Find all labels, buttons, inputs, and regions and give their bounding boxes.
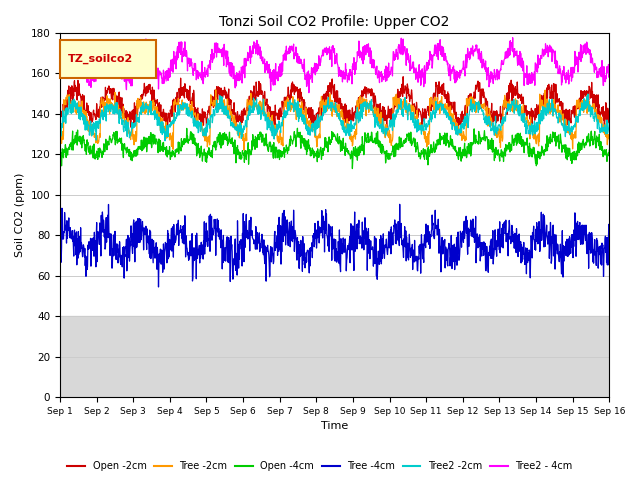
Tree -2cm [240, 147, 248, 153]
Tree2 -2cm [584, 91, 592, 97]
Open -2cm [541, 102, 548, 108]
Tree2 -2cm [56, 121, 64, 127]
Title: Tonzi Soil CO2 Profile: Upper CO2: Tonzi Soil CO2 Profile: Upper CO2 [220, 15, 450, 29]
Open -2cm [165, 114, 173, 120]
Tree -2cm [492, 125, 500, 131]
Line: Open -2cm: Open -2cm [60, 77, 609, 131]
Open -4cm [541, 146, 548, 152]
Tree -2cm [179, 97, 186, 103]
Tree2 -2cm [492, 125, 500, 131]
Tree -2cm [541, 100, 548, 106]
Open -2cm [399, 74, 407, 80]
Tree -4cm [56, 240, 64, 246]
Text: TZ_soilco2: TZ_soilco2 [68, 54, 134, 64]
Tree2 - 4cm [165, 72, 173, 78]
Open -4cm [349, 166, 356, 171]
Open -2cm [56, 104, 64, 109]
FancyBboxPatch shape [60, 40, 156, 78]
Bar [60, 316, 609, 397]
Open -4cm [294, 125, 301, 131]
Line: Tree -2cm: Tree -2cm [60, 90, 609, 150]
Line: Tree2 - 4cm: Tree2 - 4cm [60, 37, 609, 93]
Tree -4cm [541, 225, 548, 230]
Legend: Open -2cm, Tree -2cm, Open -4cm, Tree -4cm, Tree2 -2cm, Tree2 - 4cm: Open -2cm, Tree -2cm, Open -4cm, Tree -4… [63, 457, 577, 475]
Tree2 -2cm [165, 121, 173, 127]
Tree -2cm [241, 136, 248, 142]
Tree -2cm [605, 137, 613, 143]
Open -4cm [492, 151, 500, 157]
Tree2 - 4cm [492, 74, 500, 80]
Y-axis label: Soil CO2 (ppm): Soil CO2 (ppm) [15, 173, 25, 257]
Line: Tree -4cm: Tree -4cm [60, 204, 609, 287]
Tree2 - 4cm [179, 59, 186, 65]
Line: Open -4cm: Open -4cm [60, 128, 609, 168]
Open -4cm [240, 153, 248, 158]
Tree2 -2cm [541, 105, 548, 110]
Open -2cm [420, 117, 428, 122]
Tree2 -2cm [605, 120, 613, 125]
Tree -4cm [420, 232, 428, 238]
Open -2cm [179, 84, 186, 90]
Tree -2cm [212, 87, 220, 93]
Tree2 -2cm [420, 116, 428, 121]
Tree2 - 4cm [240, 71, 248, 76]
Tree -4cm [155, 284, 163, 290]
Open -4cm [179, 144, 186, 150]
Tree -4cm [492, 248, 500, 254]
Tree2 - 4cm [420, 65, 428, 71]
Tree -4cm [396, 202, 404, 207]
Tree -4cm [165, 252, 173, 257]
Line: Tree2 -2cm: Tree2 -2cm [60, 94, 609, 141]
Open -4cm [605, 147, 613, 153]
Open -2cm [605, 117, 613, 122]
Tree -4cm [605, 239, 613, 244]
Tree2 - 4cm [509, 35, 516, 40]
Open -2cm [240, 112, 248, 118]
Tree2 - 4cm [305, 90, 313, 96]
Open -4cm [56, 143, 64, 149]
Tree2 - 4cm [605, 72, 613, 77]
Open -2cm [492, 120, 500, 126]
Tree2 -2cm [240, 127, 248, 132]
Tree2 -2cm [179, 105, 186, 110]
Tree2 - 4cm [541, 50, 548, 56]
Tree2 -2cm [161, 138, 169, 144]
Tree -4cm [240, 259, 248, 264]
Open -4cm [420, 156, 428, 162]
Tree -2cm [56, 146, 64, 152]
Tree -2cm [165, 132, 173, 138]
Tree -4cm [179, 240, 186, 246]
Open -2cm [203, 128, 211, 133]
Tree -2cm [420, 136, 428, 142]
Tree2 - 4cm [56, 68, 64, 73]
Open -4cm [165, 151, 173, 157]
X-axis label: Time: Time [321, 421, 348, 432]
